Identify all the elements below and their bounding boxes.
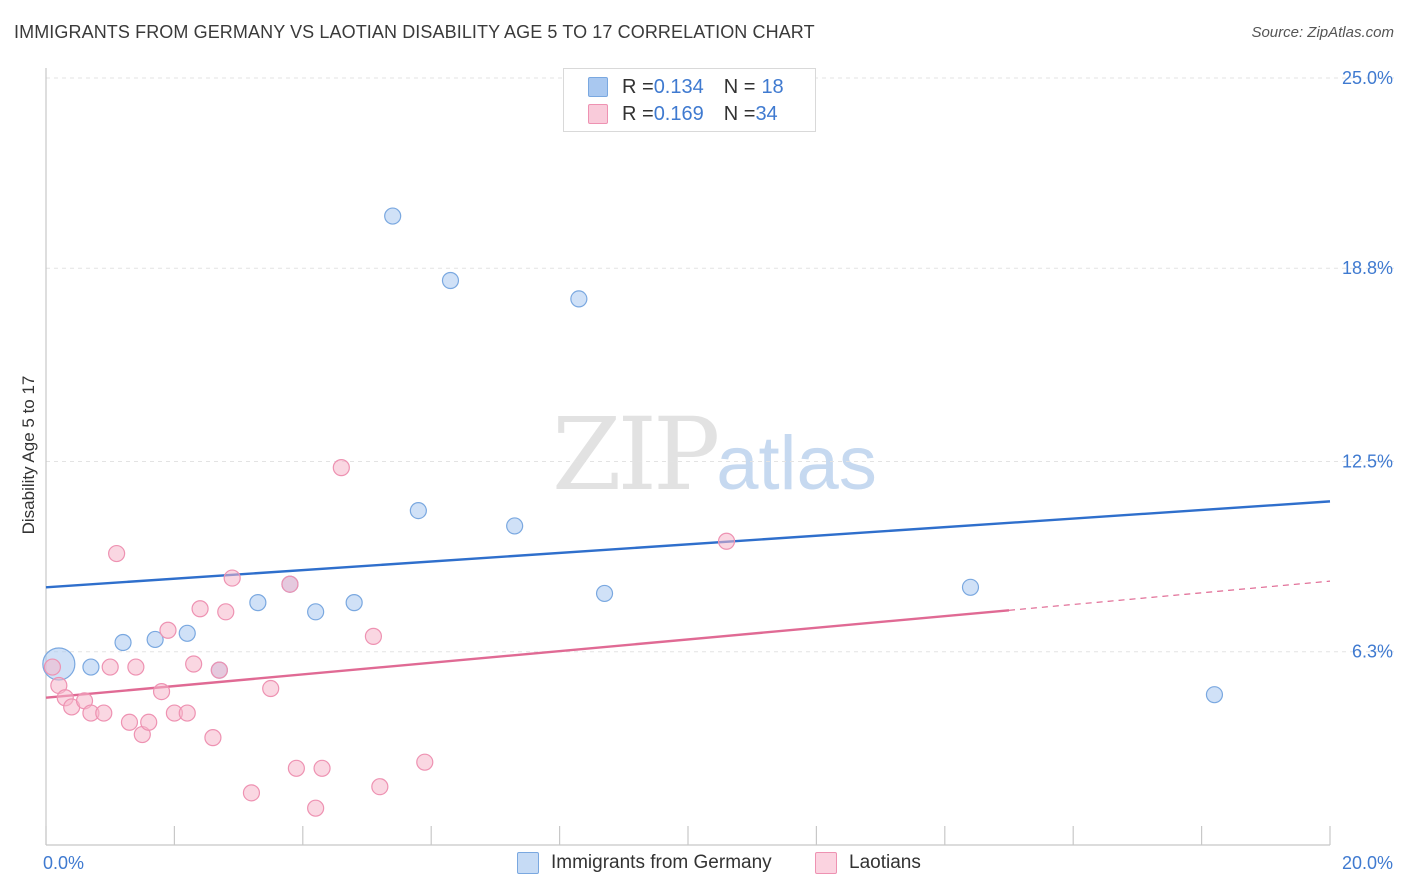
data-point-germany xyxy=(178,624,196,642)
data-point-laotians xyxy=(332,459,350,477)
series-legend-germany: Immigrants from Germany xyxy=(517,852,772,874)
y-tick-label: 18.8% xyxy=(1342,258,1393,278)
legend-n-label: N = xyxy=(723,102,756,125)
data-point-germany xyxy=(506,517,524,535)
data-point-germany xyxy=(114,633,132,652)
y-tick-label: 6.3% xyxy=(1352,642,1393,662)
legend-swatch-germany xyxy=(588,77,608,97)
data-point-laotians xyxy=(210,661,228,679)
data-point-laotians xyxy=(281,575,299,593)
data-point-germany xyxy=(961,578,980,596)
data-point-laotians xyxy=(152,682,171,701)
series-legend-laotians: Laotians xyxy=(815,852,921,874)
correlation-legend: R = 0.134 N = 18 R = 0.169 N = 34 xyxy=(563,68,816,132)
tick-labels: 25.0% 18.8% 12.5% 6.3% 0.0% 20.0% xyxy=(43,68,1393,873)
data-point-germany xyxy=(384,207,402,225)
data-point-laotians xyxy=(159,621,177,639)
y-axis-label: Disability Age 5 to 17 xyxy=(19,376,38,535)
trend-line-laotians xyxy=(45,609,1010,699)
data-point-laotians xyxy=(371,778,389,796)
data-point-laotians xyxy=(178,704,196,722)
x-tick-label-max: 20.0% xyxy=(1342,853,1393,873)
data-point-germany xyxy=(570,290,588,308)
axes xyxy=(45,68,1331,846)
data-point-germany xyxy=(595,584,614,603)
data-point-laotians xyxy=(191,600,209,618)
data-point-laotians xyxy=(140,713,158,731)
legend-r-value: 0.169 xyxy=(653,102,704,125)
data-point-laotians xyxy=(364,627,383,645)
legend-n-label: N = xyxy=(723,75,756,98)
data-point-germany xyxy=(345,594,363,612)
data-point-laotians xyxy=(307,799,325,817)
data-point-laotians xyxy=(217,603,235,621)
legend-n-value: 34 xyxy=(755,102,778,125)
data-point-laotians xyxy=(108,544,126,563)
series-name-germany: Immigrants from Germany xyxy=(551,852,772,873)
data-point-laotians xyxy=(120,713,139,731)
watermark: ZIPatlas xyxy=(552,396,877,513)
grid-lines xyxy=(46,77,1395,653)
watermark-zip: ZIP xyxy=(552,396,720,513)
data-point-germany xyxy=(441,271,460,290)
series-swatch-laotians xyxy=(815,852,837,874)
legend-r-label: R = xyxy=(622,75,654,98)
trend-line-extension-laotians xyxy=(1008,580,1331,611)
x-tick-label-min: 0.0% xyxy=(43,853,84,873)
trend-lines xyxy=(45,500,1331,699)
legend-row-laotians: R = 0.169 N = 34 xyxy=(588,101,778,127)
data-point-laotians xyxy=(313,759,331,777)
series-swatch-germany xyxy=(517,852,539,874)
y-tick-label: 12.5% xyxy=(1342,452,1393,472)
data-point-laotians xyxy=(242,784,261,802)
legend-r-label: R = xyxy=(622,102,654,125)
y-tick-label: 25.0% xyxy=(1342,68,1393,88)
watermark-atlas: atlas xyxy=(716,421,877,506)
data-point-germany xyxy=(146,630,164,649)
data-point-laotians xyxy=(416,753,434,771)
source-label: Source: ZipAtlas.com xyxy=(1251,24,1394,41)
series-name-laotians: Laotians xyxy=(849,852,921,873)
data-point-laotians xyxy=(262,679,280,698)
data-point-laotians xyxy=(101,658,119,676)
data-point-germany xyxy=(307,603,325,621)
legend-r-value: 0.134 xyxy=(653,75,704,98)
data-point-laotians xyxy=(185,655,203,673)
legend-row-germany: R = 0.134 N = 18 xyxy=(588,74,784,100)
data-point-laotians xyxy=(287,759,305,777)
data-point-germany xyxy=(1205,686,1224,704)
trend-line-germany xyxy=(45,500,1331,589)
data-point-laotians xyxy=(127,658,145,676)
data-points xyxy=(42,207,1224,817)
legend-swatch-laotians xyxy=(588,104,608,124)
data-point-germany xyxy=(249,594,267,612)
data-point-germany xyxy=(409,501,427,520)
data-point-laotians xyxy=(223,569,241,587)
legend-n-value: 18 xyxy=(761,75,784,98)
data-point-germany xyxy=(82,658,100,676)
data-point-laotians xyxy=(204,729,222,747)
chart-title: IMMIGRANTS FROM GERMANY VS LAOTIAN DISAB… xyxy=(14,22,815,42)
data-point-laotians xyxy=(95,704,113,722)
data-point-laotians xyxy=(717,532,736,550)
data-point-laotians xyxy=(43,658,62,676)
